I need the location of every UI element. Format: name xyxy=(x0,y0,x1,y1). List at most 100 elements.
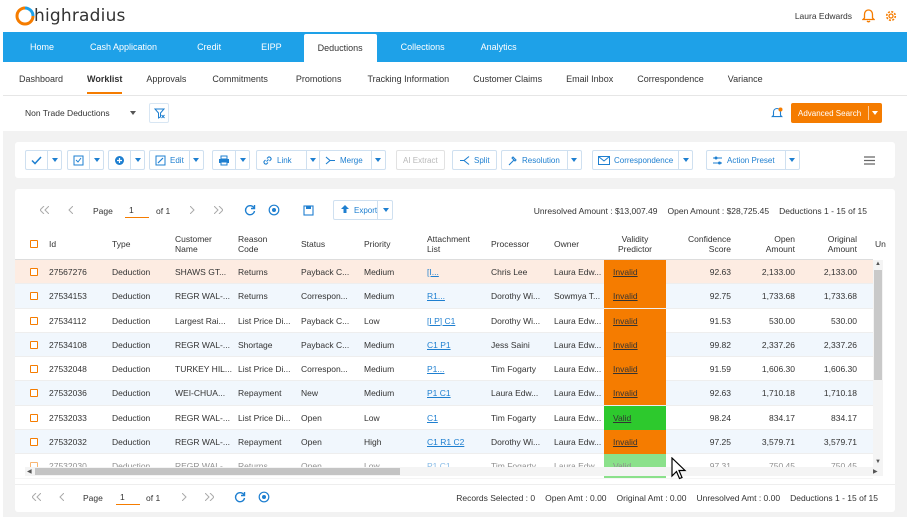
first-page-icon[interactable] xyxy=(35,202,53,218)
table-row[interactable]: 27534153 Deduction REGR WAL-... Returns Corr… xyxy=(15,284,873,309)
nav-cash-application[interactable]: Cash Application xyxy=(90,42,158,52)
scroll-down-icon[interactable]: ▼ xyxy=(875,459,881,465)
tab-tracking-information[interactable]: Tracking Information xyxy=(367,73,450,84)
col-original-amount[interactable]: Original Amount xyxy=(827,234,857,254)
horizontal-scroll-thumb[interactable] xyxy=(35,468,400,475)
col-type[interactable]: Type xyxy=(112,238,131,249)
add-action-group[interactable] xyxy=(108,150,145,170)
validity-predictor-badge[interactable]: Invalid xyxy=(604,430,666,455)
correspondence-button[interactable]: Correspondence xyxy=(593,151,678,169)
worklist-filter-select[interactable]: Non Trade Deductions xyxy=(20,103,142,123)
col-reason-code[interactable]: Reason Code xyxy=(238,234,268,254)
chevron-down-icon[interactable] xyxy=(872,111,878,115)
table-row[interactable]: 27532048 Deduction TURKEY HIL... List Price… xyxy=(15,357,873,382)
cell-attachment[interactable]: [I... xyxy=(427,267,439,277)
gear-icon[interactable] xyxy=(884,9,898,23)
col-unresolved-truncated[interactable]: Un xyxy=(875,238,886,249)
next-page-icon[interactable] xyxy=(183,202,201,218)
table-row[interactable]: 27532036 Deduction WEI-CHUA... Repayment New… xyxy=(15,381,873,406)
chevron-down-icon[interactable] xyxy=(784,151,799,169)
check-icon[interactable] xyxy=(26,151,47,169)
col-priority[interactable]: Priority xyxy=(364,238,391,249)
merge-button[interactable]: Merge xyxy=(320,151,371,169)
row-checkbox[interactable] xyxy=(30,413,38,422)
edit-button[interactable]: Edit xyxy=(150,151,189,169)
note-action-group[interactable] xyxy=(67,150,104,170)
save-icon[interactable] xyxy=(299,201,317,219)
table-row[interactable]: 27532032 Deduction REGR WAL-... Repayment Op… xyxy=(15,430,873,455)
notification-bell-icon[interactable] xyxy=(862,9,875,23)
table-row[interactable]: 27567276 Deduction SHAWS GT... Returns Payba… xyxy=(15,260,873,285)
row-checkbox[interactable] xyxy=(30,292,38,301)
link-button[interactable]: Link xyxy=(257,151,306,169)
col-confidence-score[interactable]: Confidence Score xyxy=(687,234,731,254)
add-icon[interactable] xyxy=(109,151,130,169)
tab-dashboard[interactable]: Dashboard xyxy=(19,73,64,84)
ai-extract-group[interactable]: AI Extract xyxy=(396,150,445,170)
print-icon[interactable] xyxy=(213,151,235,169)
alert-bell-icon[interactable] xyxy=(768,103,786,123)
cell-attachment[interactable]: C1 xyxy=(427,412,438,423)
col-id[interactable]: Id xyxy=(49,238,57,249)
table-row[interactable]: 27534108 Deduction REGR WAL-... Shortage Pay… xyxy=(15,332,873,358)
correspondence-action-group[interactable]: Correspondence xyxy=(592,150,694,170)
print-action-group[interactable] xyxy=(212,150,250,170)
last-page-icon[interactable] xyxy=(209,202,227,218)
table-row[interactable]: 27534112 Deduction Largest Rai... List Pric… xyxy=(15,308,873,333)
select-action-group[interactable] xyxy=(25,150,62,170)
menu-group[interactable] xyxy=(859,150,880,170)
horizontal-scrollbar[interactable]: ◀ ▶ xyxy=(25,467,883,476)
col-status[interactable]: Status xyxy=(301,238,326,249)
last-page-icon[interactable] xyxy=(200,489,218,505)
col-attachment-list[interactable]: Attachment List xyxy=(427,234,470,254)
cell-attachment[interactable]: P1... xyxy=(427,364,445,375)
col-open-amount[interactable]: Open Amount xyxy=(765,234,795,254)
validity-predictor-badge[interactable]: Invalid xyxy=(604,332,666,357)
chevron-down-icon[interactable] xyxy=(305,151,320,169)
validity-predictor-badge[interactable]: Invalid xyxy=(604,308,666,333)
vertical-scrollbar[interactable]: ▲ ▼ xyxy=(873,260,883,467)
cell-attachment[interactable]: C1 P1 xyxy=(427,339,451,350)
tab-variance[interactable]: Variance xyxy=(727,73,763,84)
action-preset-button[interactable]: Action Preset xyxy=(707,151,785,169)
page-number-input[interactable]: 1 xyxy=(125,201,149,218)
action-preset-group[interactable]: Action Preset xyxy=(706,150,800,170)
nav-eipp[interactable]: EIPP xyxy=(261,42,282,52)
nav-collections[interactable]: Collections xyxy=(400,42,445,52)
note-icon[interactable] xyxy=(68,151,89,169)
col-validity-predictor[interactable]: Validity Predictor xyxy=(617,234,652,254)
cell-attachment[interactable]: P1 C1 xyxy=(427,388,451,399)
prev-page-icon[interactable] xyxy=(61,202,79,218)
split-action-group[interactable]: Split xyxy=(452,150,497,170)
validity-predictor-badge[interactable]: Invalid xyxy=(604,260,666,284)
chevron-down-icon[interactable] xyxy=(370,151,385,169)
scroll-left-icon[interactable]: ◀ xyxy=(27,469,32,475)
ai-extract-button[interactable]: AI Extract xyxy=(403,155,438,165)
scroll-right-icon[interactable]: ▶ xyxy=(873,469,878,475)
chevron-down-icon[interactable] xyxy=(130,151,144,169)
row-checkbox[interactable] xyxy=(30,268,38,276)
page-number-input[interactable]: 1 xyxy=(116,488,140,505)
reset-view-icon[interactable] xyxy=(255,488,273,506)
cell-attachment[interactable]: [I P] C1 xyxy=(427,315,456,326)
nav-analytics[interactable]: Analytics xyxy=(480,42,517,52)
validity-predictor-badge[interactable]: Invalid xyxy=(604,381,666,406)
refresh-icon[interactable] xyxy=(241,201,259,219)
col-owner[interactable]: Owner xyxy=(554,238,580,249)
nav-home[interactable]: Home xyxy=(30,42,55,52)
scroll-up-icon[interactable]: ▲ xyxy=(875,261,881,267)
cell-attachment[interactable]: P1 C1 xyxy=(427,454,485,478)
table-row[interactable]: 27532033 Deduction REGR WAL-... List Price … xyxy=(15,405,873,431)
resolution-button[interactable]: Resolution xyxy=(502,151,567,169)
chevron-down-icon[interactable] xyxy=(566,151,581,169)
cell-attachment[interactable]: R1... xyxy=(427,291,445,302)
link-action-group[interactable]: Link xyxy=(256,150,321,170)
edit-action-group[interactable]: Edit xyxy=(149,150,204,170)
split-button[interactable]: Split xyxy=(453,151,496,169)
tab-commitments[interactable]: Commitments xyxy=(212,73,268,84)
first-page-icon[interactable] xyxy=(27,489,45,505)
user-name[interactable]: Laura Edwards xyxy=(794,11,852,21)
row-checkbox[interactable] xyxy=(30,438,38,447)
highradius-logo[interactable]: highradius xyxy=(14,5,126,27)
chevron-down-icon[interactable] xyxy=(47,151,61,169)
